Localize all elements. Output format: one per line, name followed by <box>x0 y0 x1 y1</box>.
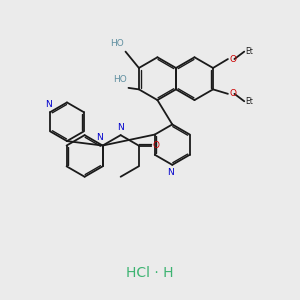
Text: N: N <box>96 133 103 142</box>
Text: N: N <box>167 168 174 177</box>
Text: N: N <box>117 123 124 132</box>
Text: O: O <box>153 141 160 150</box>
Text: HCl · H: HCl · H <box>126 266 174 280</box>
Text: Et: Et <box>246 97 254 106</box>
Text: O: O <box>229 89 236 98</box>
Text: O: O <box>229 55 236 64</box>
Text: Et: Et <box>246 47 254 56</box>
Text: HO: HO <box>110 39 124 48</box>
Text: N: N <box>45 100 52 109</box>
Text: HO: HO <box>113 75 127 84</box>
